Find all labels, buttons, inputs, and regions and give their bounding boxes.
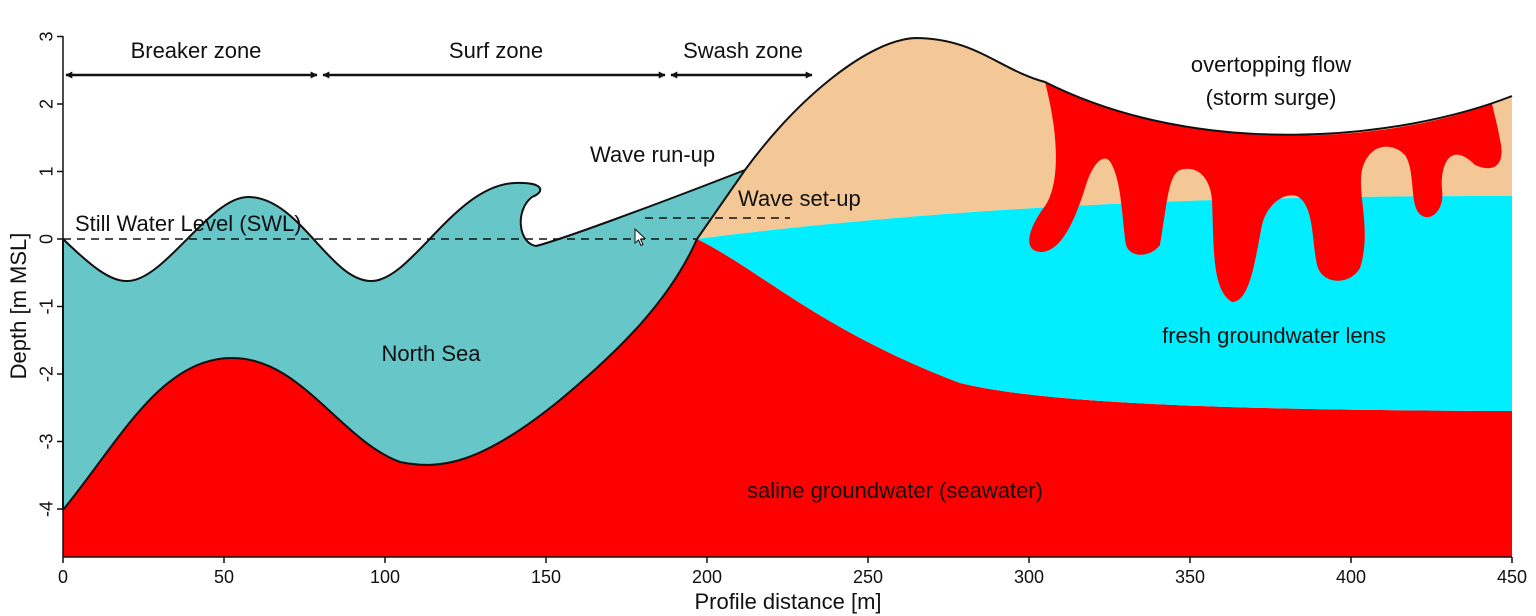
y-axis-title: Depth [m MSL]	[6, 233, 31, 380]
y-tick-label: 3	[36, 31, 56, 41]
y-tick-label: -2	[36, 366, 56, 382]
x-tick-label: 150	[531, 567, 561, 587]
saline-groundwater-label: saline groundwater (seawater)	[747, 478, 1043, 503]
x-tick-label: 200	[692, 567, 722, 587]
still-water-level-label: Still Water Level (SWL)	[75, 211, 302, 236]
fresh-groundwater-lens-label: fresh groundwater lens	[1162, 323, 1386, 348]
wave-run-up-label: Wave run-up	[590, 142, 715, 167]
x-tick-label: 50	[214, 567, 234, 587]
x-axis-title: Profile distance [m]	[694, 589, 881, 614]
x-tick-label: 400	[1336, 567, 1366, 587]
fresh-groundwater-lens	[697, 196, 1512, 411]
mouse-cursor-icon	[634, 227, 647, 247]
breaker-zone-label: Breaker zone	[131, 38, 262, 63]
x-tick-label: 100	[370, 567, 400, 587]
overtopping-flow-fingers	[1029, 82, 1502, 302]
wave-set-up-label: Wave set-up	[738, 186, 861, 211]
y-tick-label: -3	[36, 433, 56, 449]
y-tick-label: 0	[36, 234, 56, 244]
surf-zone-label: Surf zone	[449, 38, 543, 63]
y-tick-label: 1	[36, 166, 56, 176]
storm-surge-label: (storm surge)	[1206, 85, 1337, 110]
seabed-outline	[62, 169, 746, 511]
x-tick-label: 350	[1175, 567, 1205, 587]
swash-zone-label: Swash zone	[683, 38, 803, 63]
x-tick-label: 300	[1014, 567, 1044, 587]
x-tick-label: 0	[58, 567, 68, 587]
overtopping-flow-label: overtopping flow	[1191, 52, 1351, 77]
y-tick-label: 2	[36, 99, 56, 109]
y-tick-label: -4	[36, 501, 56, 517]
north-sea-label: North Sea	[381, 341, 481, 366]
x-tick-label: 450	[1497, 567, 1527, 587]
x-axis: 0 50 100 150 200 250 300 350 400 450	[58, 556, 1527, 587]
x-tick-label: 250	[853, 567, 883, 587]
y-tick-label: -1	[36, 298, 56, 314]
north-sea-water	[63, 170, 745, 510]
sea-surface-outline	[62, 169, 746, 283]
y-axis: 3 2 1 0 -1 -2 -3 -4	[36, 31, 64, 557]
saline-groundwater-region	[63, 239, 1512, 557]
dune-surface-outline	[744, 36, 1513, 171]
